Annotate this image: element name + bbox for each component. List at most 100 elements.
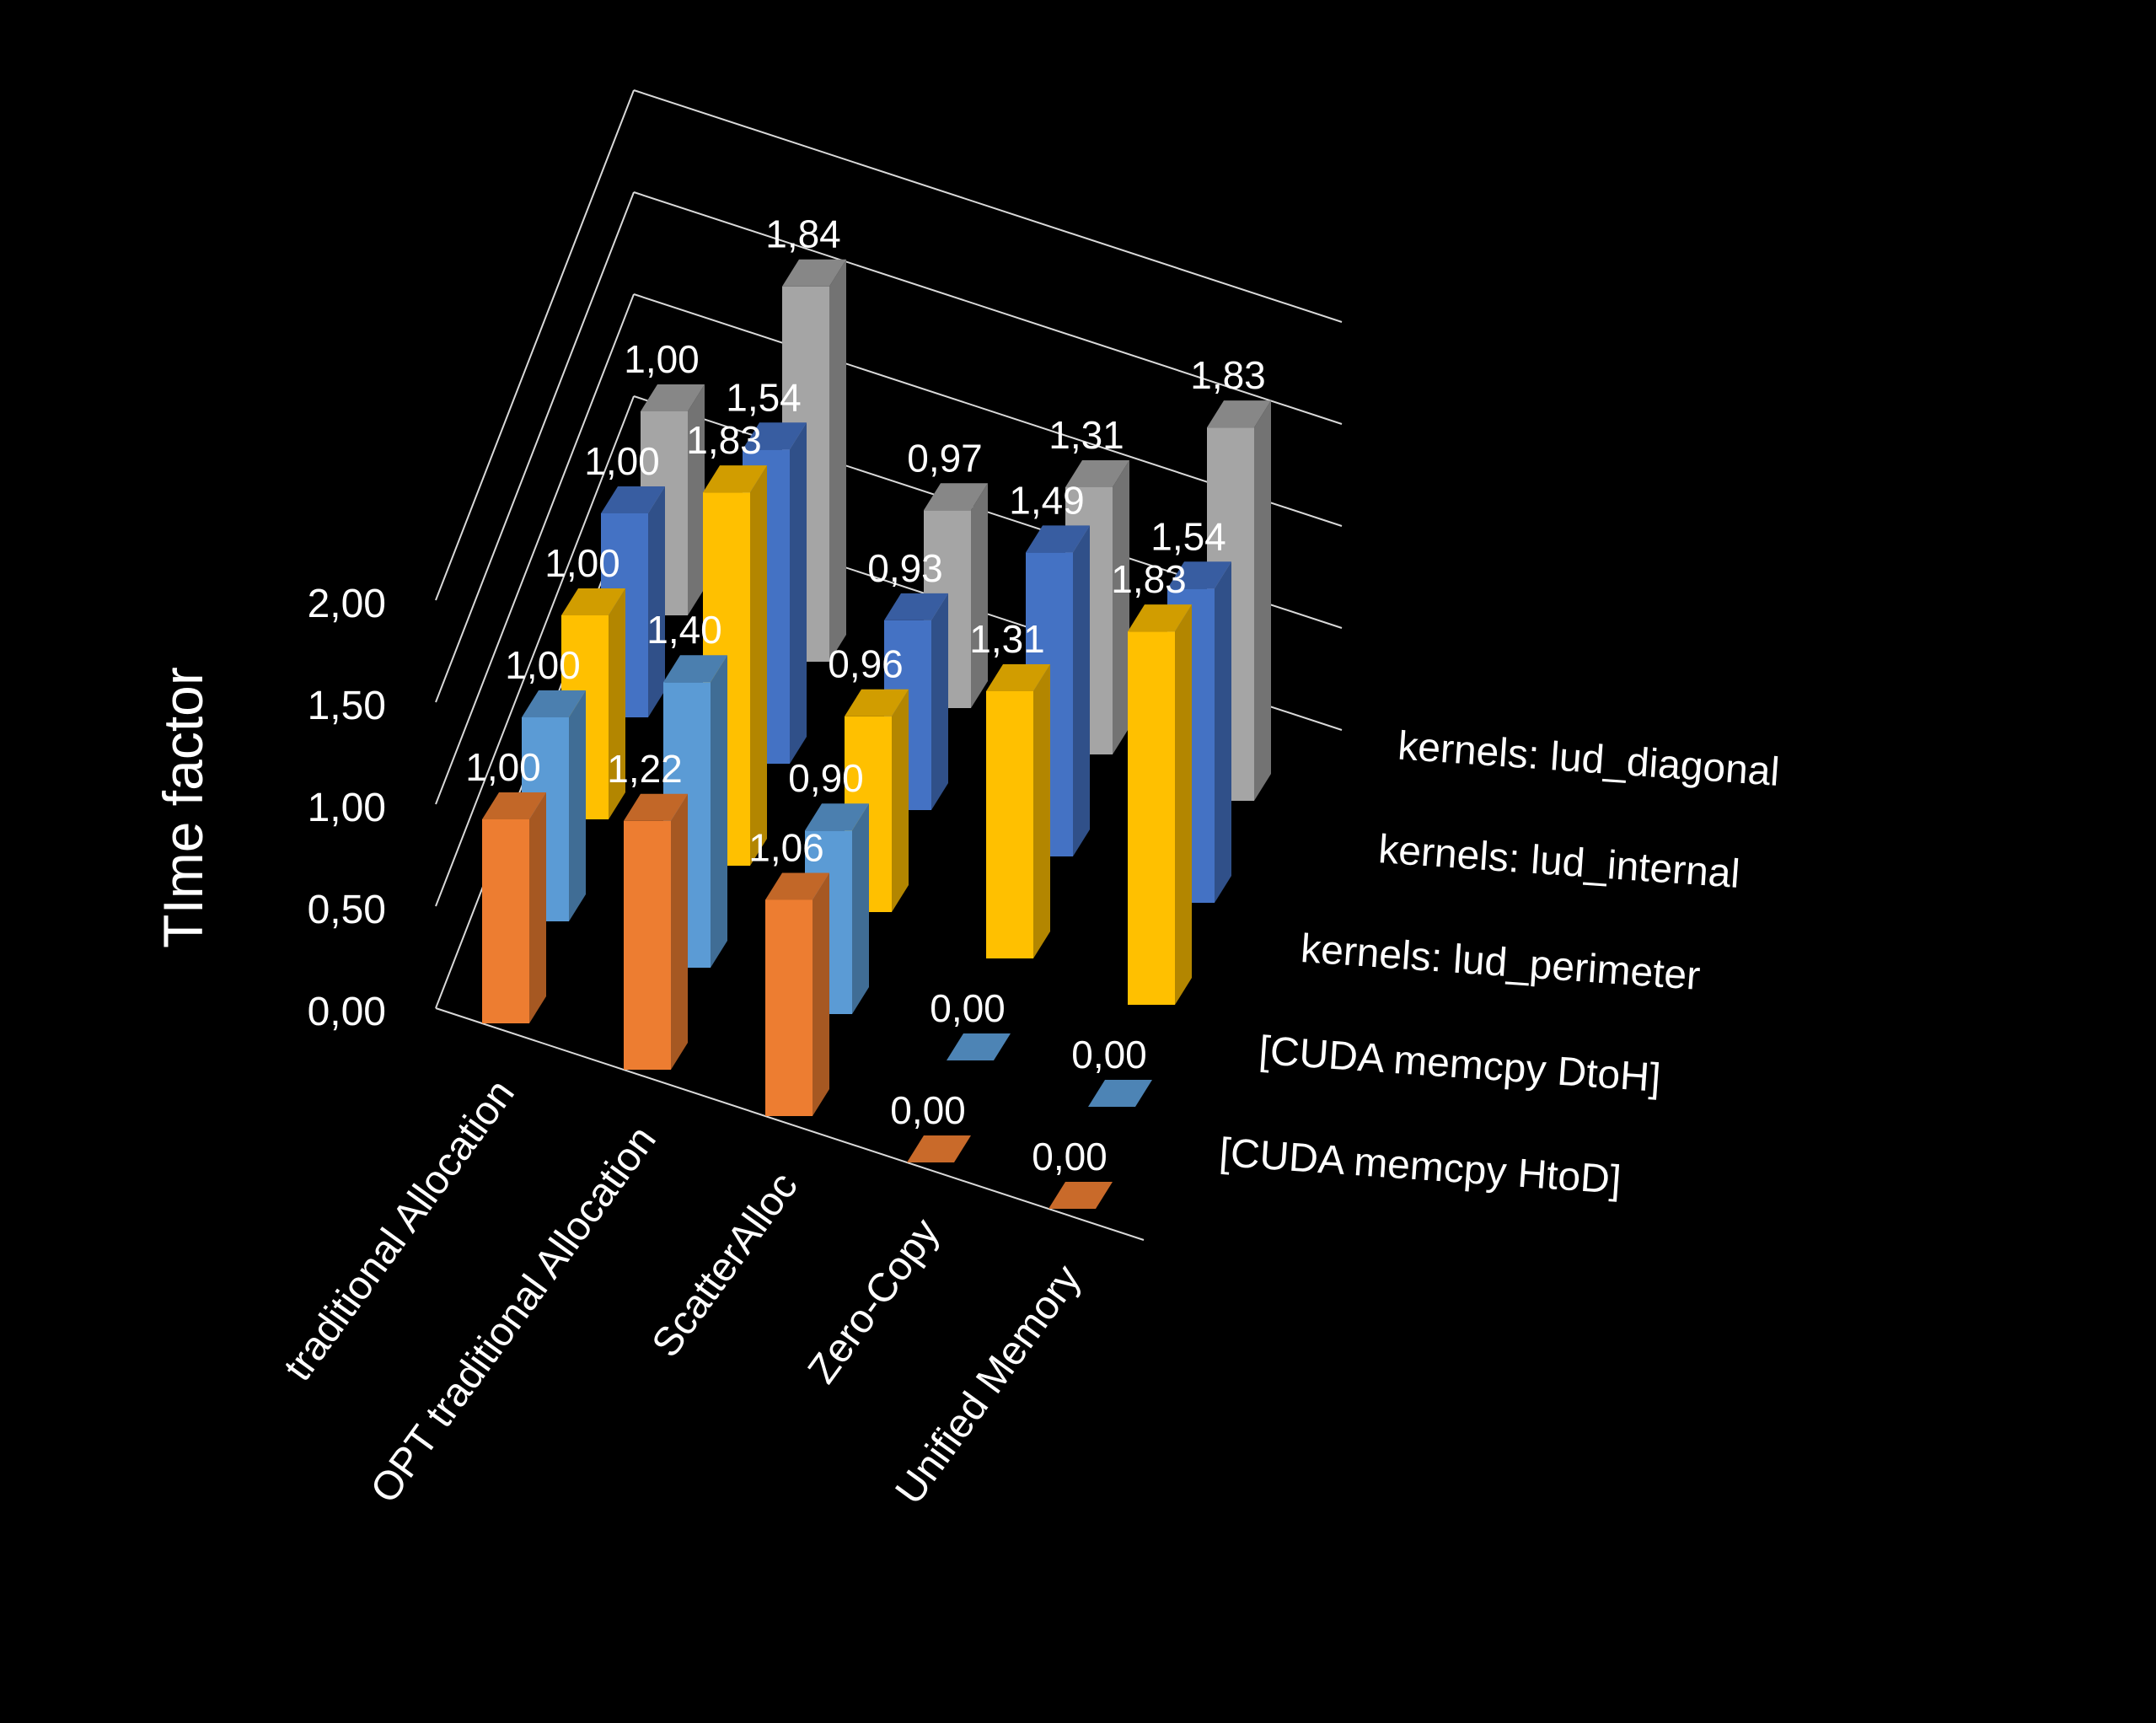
data-label: 0,97 (907, 436, 983, 480)
bar-side-face (829, 259, 846, 662)
bar-top-face (1207, 400, 1271, 428)
bar (907, 1135, 971, 1162)
bar-side-face (609, 588, 625, 819)
bar-side-face (648, 486, 665, 717)
bar-top-face (1065, 460, 1129, 487)
bar (1128, 604, 1192, 1005)
data-label: 1,40 (646, 608, 722, 652)
bar-top-face (1167, 561, 1231, 589)
bar (765, 872, 829, 1116)
bar (482, 792, 546, 1023)
bar-top-face (561, 588, 625, 615)
data-label: 0,00 (1071, 1033, 1147, 1076)
bar-side-face (671, 793, 688, 1070)
y-tick-label: 0,50 (308, 888, 386, 932)
bar-side-face (1175, 604, 1192, 1005)
gridline-back (633, 191, 1343, 425)
bar-top-face (1049, 1182, 1113, 1209)
data-label: 0,00 (890, 1088, 966, 1132)
bars (482, 259, 1271, 1209)
bar (1088, 1080, 1152, 1107)
bar-top-face (624, 793, 688, 821)
bar-front-face (1128, 631, 1175, 1005)
y-tick-label: 2,00 (308, 582, 386, 626)
data-label: 1,00 (505, 643, 581, 687)
bar-top-face (947, 1033, 1011, 1060)
bar-top-face (482, 792, 546, 819)
bar-top-face (522, 690, 586, 717)
bar-side-face (931, 593, 948, 810)
data-label: 1,83 (1190, 353, 1266, 397)
floor-front-edge (435, 1007, 1145, 1241)
bar-side-face (892, 689, 909, 912)
bar-side-face (711, 655, 727, 968)
bar-top-face (782, 259, 846, 287)
bar-top-face (663, 655, 727, 683)
bar-side-face (813, 872, 829, 1116)
bar-top-face (907, 1135, 971, 1162)
bar-front-face (482, 819, 529, 1023)
bar-side-face (971, 483, 988, 708)
bar-side-face (852, 803, 869, 1014)
bar-top-face (641, 384, 705, 411)
bar-top-face (986, 664, 1050, 691)
bar-side-face (1215, 561, 1231, 903)
bar-front-face (765, 899, 813, 1116)
data-label: 1,00 (584, 439, 660, 483)
data-label: 1,54 (726, 375, 802, 419)
y-tick-label: 1,50 (308, 684, 386, 728)
data-label: 1,00 (465, 745, 541, 789)
data-label: 0,90 (788, 756, 864, 800)
data-label: 0,00 (930, 986, 1006, 1030)
bar-side-face (688, 384, 705, 615)
data-label: 0,00 (1032, 1135, 1107, 1178)
y-tick-label: 0,00 (308, 990, 386, 1034)
data-label: 1,83 (686, 418, 762, 462)
bar (986, 664, 1050, 958)
bar-top-face (1026, 525, 1090, 553)
bar-front-face (624, 820, 671, 1070)
bar-side-face (569, 690, 586, 921)
bar-side-face (750, 465, 767, 866)
gridline-side (435, 395, 635, 907)
data-label: 1,84 (765, 212, 841, 256)
bar-side-face (1113, 460, 1129, 754)
data-label: 1,54 (1150, 514, 1226, 558)
data-label: 1,22 (607, 747, 683, 791)
bar-top-face (924, 483, 988, 511)
gridline-side (435, 89, 635, 601)
bar-side-face (529, 792, 546, 1023)
data-label: 1,31 (969, 617, 1045, 661)
y-axis-title: TIme factor (152, 667, 214, 948)
bar (1049, 1182, 1113, 1209)
gridline-side (435, 293, 635, 805)
bar-top-face (845, 689, 909, 717)
bar-top-face (703, 465, 767, 493)
data-label: 0,96 (828, 642, 904, 686)
data-labels: 1,00 1,84 0,97 1,31 1,83 1,00 1,54 0,93 1,49 1,54… (465, 212, 1266, 1178)
gridline-back (633, 89, 1343, 323)
data-label: 1,00 (624, 337, 700, 381)
bar-top-face (601, 486, 665, 513)
bar (624, 793, 688, 1070)
bar-top-face (805, 803, 869, 831)
bar-top-face (1088, 1080, 1152, 1107)
data-label: 1,00 (544, 541, 620, 585)
bar-top-face (743, 422, 807, 450)
bar-side-face (790, 422, 807, 764)
data-label: 0,93 (867, 546, 943, 590)
y-tick-label: 1,00 (308, 786, 386, 830)
bar-top-face (765, 872, 829, 900)
gridline-side (435, 191, 635, 703)
bar-side-face (1073, 525, 1090, 856)
bar-top-face (884, 593, 948, 620)
bar (947, 1033, 1011, 1060)
data-label: 1,49 (1009, 478, 1085, 522)
bar-front-face (986, 691, 1033, 958)
bar-side-face (1033, 664, 1050, 958)
data-label: 1,31 (1049, 413, 1124, 457)
data-label: 1,83 (1111, 557, 1187, 601)
